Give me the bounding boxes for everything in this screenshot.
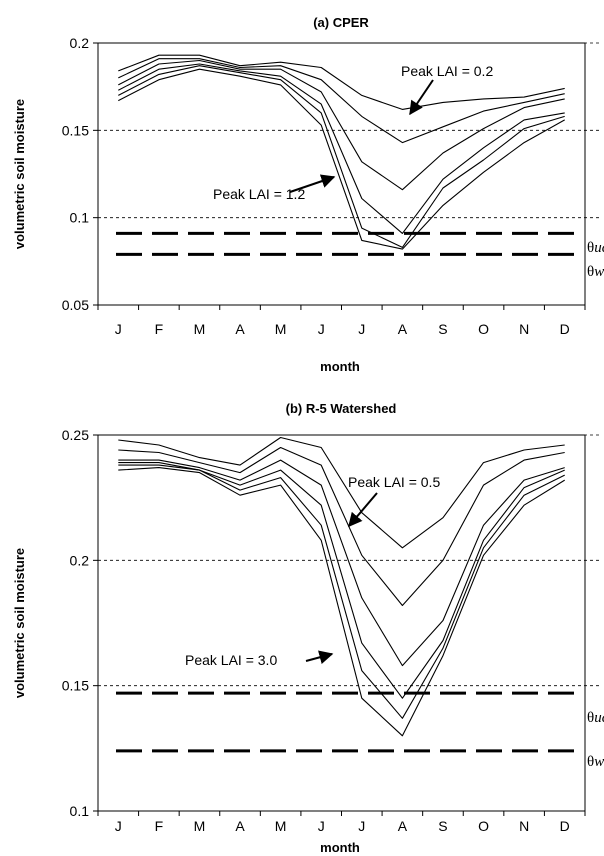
annotation-label: Peak LAI = 3.0	[185, 652, 277, 668]
annotation-arrow	[348, 492, 378, 528]
threshold-label-w: θw	[587, 264, 604, 280]
series-line	[118, 436, 565, 549]
y-tick-label: 0.15	[62, 678, 89, 694]
annotation-arrow	[409, 79, 434, 116]
chart-title: (a) CPER	[313, 15, 369, 30]
series-line	[118, 446, 565, 607]
annotation-arrow	[289, 174, 336, 193]
x-tick-label: S	[438, 818, 447, 834]
chart-title: (b) R-5 Watershed	[286, 401, 397, 416]
plot-frame	[97, 434, 586, 812]
series-line	[118, 467, 565, 737]
x-tick-label: J	[358, 818, 365, 834]
x-tick-label: M	[275, 818, 287, 834]
threshold-label-w: θw	[587, 754, 604, 770]
series-line	[118, 65, 565, 248]
annotation-label: Peak LAI = 1.2	[213, 186, 305, 202]
series-line	[118, 63, 565, 234]
y-axis: 0.1 0.15 0.2 0.25	[62, 427, 98, 819]
chart-panel-b: (b) R-5 Watershed 0.1 0.15 0.2 0.25 J F M A M J J…	[12, 401, 604, 855]
x-tick-label: D	[560, 818, 570, 834]
y-tick-label: 0.25	[62, 427, 89, 443]
x-axis-label: month	[320, 840, 360, 855]
series-line	[118, 59, 565, 191]
y-tick-label: 0.05	[62, 297, 89, 313]
x-tick-label: J	[318, 321, 325, 337]
x-tick-label: M	[194, 818, 206, 834]
plot-frame	[97, 42, 586, 306]
x-tick-label: N	[519, 321, 529, 337]
x-tick-label: A	[235, 818, 245, 834]
series-line	[118, 54, 565, 110]
x-tick-label: M	[275, 321, 287, 337]
series-line	[118, 58, 565, 144]
x-tick-label: M	[194, 321, 206, 337]
series-line	[118, 68, 565, 250]
y-axis-label: volumetric soil moisture	[12, 99, 27, 249]
x-tick-label: J	[115, 321, 122, 337]
series-line	[118, 459, 565, 667]
grid-lines	[98, 434, 601, 687]
x-tick-label: O	[478, 818, 489, 834]
x-tick-label: A	[235, 321, 245, 337]
x-tick-label: A	[398, 818, 408, 834]
threshold-label-uc: θuc	[587, 240, 604, 256]
y-tick-label: 0.2	[70, 35, 90, 51]
series-group	[118, 436, 565, 737]
threshold-label-uc: θuc	[587, 710, 604, 726]
y-tick-label: 0.2	[70, 552, 90, 568]
grid-lines	[98, 42, 601, 219]
y-axis: 0.05 0.1 0.15 0.2	[62, 35, 98, 313]
x-tick-label: J	[318, 818, 325, 834]
threshold-lines	[116, 691, 575, 753]
series-line	[118, 464, 565, 719]
y-tick-label: 0.1	[70, 803, 90, 819]
y-tick-label: 0.15	[62, 122, 89, 138]
annotation-arrow	[305, 650, 334, 665]
x-tick-label: F	[155, 818, 164, 834]
chart-panel-a: (a) CPER 0.05 0.1 0.15 0.2 J F M A M J J A S O N D Pea…	[12, 15, 604, 374]
annotation-label: Peak LAI = 0.5	[348, 474, 440, 490]
annotation-label: Peak LAI = 0.2	[401, 63, 493, 79]
x-tick-label: A	[398, 321, 408, 337]
y-tick-label: 0.1	[70, 210, 90, 226]
x-axis-label: month	[320, 359, 360, 374]
x-tick-label: D	[560, 321, 570, 337]
threshold-lines	[116, 231, 575, 256]
series-group	[118, 54, 565, 250]
x-tick-label: J	[358, 321, 365, 337]
x-tick-label: O	[478, 321, 489, 337]
x-tick-label: F	[155, 321, 164, 337]
y-axis-label: volumetric soil moisture	[12, 548, 27, 698]
x-tick-label: S	[438, 321, 447, 337]
x-tick-label: J	[115, 818, 122, 834]
x-tick-label: N	[519, 818, 529, 834]
